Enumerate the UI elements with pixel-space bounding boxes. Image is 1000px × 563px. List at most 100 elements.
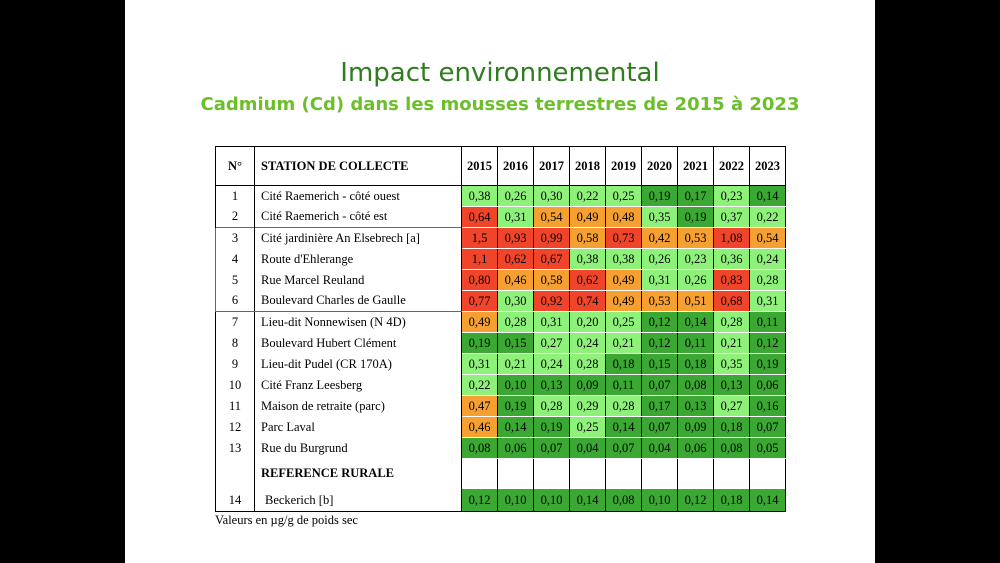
value-cell: 0,05 [749, 437, 786, 459]
value-cell: 0,21 [713, 332, 750, 354]
cadmium-table: N° STATION DE COLLECTE 2015 2016 2017 20… [215, 146, 786, 512]
value-cell: 0,25 [605, 185, 642, 207]
value-cell: 0,10 [533, 489, 570, 512]
station-name: Cité jardinière An Elsebrech [a] [254, 227, 462, 249]
station-name: Cité Raemerich - côté ouest [254, 185, 462, 207]
value-cell: 0,37 [713, 206, 750, 228]
empty-cell [497, 458, 534, 489]
table-row: 5 Rue Marcel Reuland 0,80 0,46 0,58 0,62 0,49 0… [215, 269, 786, 291]
value-cell: 0,14 [749, 185, 786, 207]
value-cell: 0,11 [605, 374, 642, 396]
station-name: Route d'Ehlerange [254, 248, 462, 270]
value-cell: 0,12 [641, 311, 678, 333]
header-year: 2018 [569, 146, 606, 186]
station-name: Cité Raemerich - côté est [254, 206, 462, 228]
value-cell: 0,12 [641, 332, 678, 354]
value-cell: 0,38 [461, 185, 498, 207]
value-cell: 0,07 [533, 437, 570, 459]
value-cell: 0,30 [497, 290, 534, 312]
value-cell: 0,19 [497, 395, 534, 417]
empty-cell [605, 458, 642, 489]
value-cell: 0,62 [497, 248, 534, 270]
value-cell: 0,23 [713, 185, 750, 207]
value-cell: 0,17 [641, 395, 678, 417]
value-cell: 0,29 [569, 395, 606, 417]
station-name: Parc Laval [254, 416, 462, 438]
value-cell: 0,31 [641, 269, 678, 291]
station-name: Lieu-dit Pudel (CR 170A) [254, 353, 462, 375]
value-cell: 0,24 [569, 332, 606, 354]
value-cell: 0,10 [641, 489, 678, 512]
value-cell: 0,20 [569, 311, 606, 333]
slide: Impact environnemental Cadmium (Cd) dans… [125, 0, 875, 563]
value-cell: 0,80 [461, 269, 498, 291]
value-cell: 0,24 [749, 248, 786, 270]
station-number: 14 [215, 489, 255, 512]
value-cell: 0,42 [641, 227, 678, 249]
value-cell: 0,19 [641, 185, 678, 207]
value-cell: 0,10 [497, 489, 534, 512]
station-name: Maison de retraite (parc) [254, 395, 462, 417]
value-cell: 0,07 [641, 416, 678, 438]
station-number: 1 [215, 185, 255, 207]
station-number: 12 [215, 416, 255, 438]
station-number: 5 [215, 269, 255, 291]
value-cell: 0,14 [749, 489, 786, 512]
empty-cell [713, 458, 750, 489]
table-row: 4 Route d'Ehlerange 1,1 0,62 0,67 0,38 0,38 0,2… [215, 248, 786, 270]
value-cell: 0,49 [605, 269, 642, 291]
table-row: 10 Cité Franz Leesberg 0,22 0,10 0,13 0,09 0,1… [215, 374, 786, 396]
value-cell: 0,09 [677, 416, 714, 438]
value-cell: 0,31 [749, 290, 786, 312]
value-cell: 0,25 [605, 311, 642, 333]
value-cell: 0,99 [533, 227, 570, 249]
value-cell: 0,51 [677, 290, 714, 312]
station-name: Boulevard Hubert Clément [254, 332, 462, 354]
value-cell: 0,12 [677, 489, 714, 512]
value-cell: 0,18 [605, 353, 642, 375]
station-number: 7 [215, 311, 255, 333]
value-cell: 0,21 [605, 332, 642, 354]
station-number: 6 [215, 290, 255, 312]
value-cell: 0,28 [605, 395, 642, 417]
value-cell: 0,26 [497, 185, 534, 207]
header-year: 2021 [677, 146, 714, 186]
value-cell: 0,14 [605, 416, 642, 438]
value-cell: 0,06 [749, 374, 786, 396]
value-cell: 0,68 [713, 290, 750, 312]
table-row: 11 Maison de retraite (parc) 0,47 0,19 0,28 0… [215, 395, 786, 417]
value-cell: 0,49 [605, 290, 642, 312]
value-cell: 0,77 [461, 290, 498, 312]
header-station: STATION DE COLLECTE [254, 146, 462, 186]
header-year: 2015 [461, 146, 498, 186]
empty-cell [215, 458, 255, 489]
value-cell: 0,28 [713, 311, 750, 333]
value-cell: 1,5 [461, 227, 498, 249]
value-cell: 0,47 [461, 395, 498, 417]
value-cell: 0,14 [677, 311, 714, 333]
value-cell: 0,13 [713, 374, 750, 396]
value-cell: 0,46 [461, 416, 498, 438]
value-cell: 0,17 [677, 185, 714, 207]
value-cell: 0,28 [569, 353, 606, 375]
value-cell: 0,08 [677, 374, 714, 396]
empty-cell [641, 458, 678, 489]
header-year: 2023 [749, 146, 786, 186]
value-cell: 0,48 [605, 206, 642, 228]
value-cell: 0,49 [569, 206, 606, 228]
value-cell: 0,16 [749, 395, 786, 417]
value-cell: 0,22 [461, 374, 498, 396]
value-cell: 0,38 [569, 248, 606, 270]
value-cell: 0,74 [569, 290, 606, 312]
table-row: 8 Boulevard Hubert Clément 0,19 0,15 0,27 0,2… [215, 332, 786, 354]
table-row: 14 Beckerich [b] 0,12 0,10 0,10 0,14 0,08 0,10 0… [215, 489, 786, 512]
value-cell: 0,07 [605, 437, 642, 459]
empty-cell [533, 458, 570, 489]
value-cell: 0,30 [533, 185, 570, 207]
table-row: 12 Parc Laval 0,46 0,14 0,19 0,25 0,14 0,07 0,09… [215, 416, 786, 438]
reference-label: REFERENCE RURALE [254, 458, 462, 489]
value-cell: 0,06 [497, 437, 534, 459]
station-name: Rue Marcel Reuland [254, 269, 462, 291]
value-cell: 0,08 [713, 437, 750, 459]
value-cell: 0,36 [713, 248, 750, 270]
